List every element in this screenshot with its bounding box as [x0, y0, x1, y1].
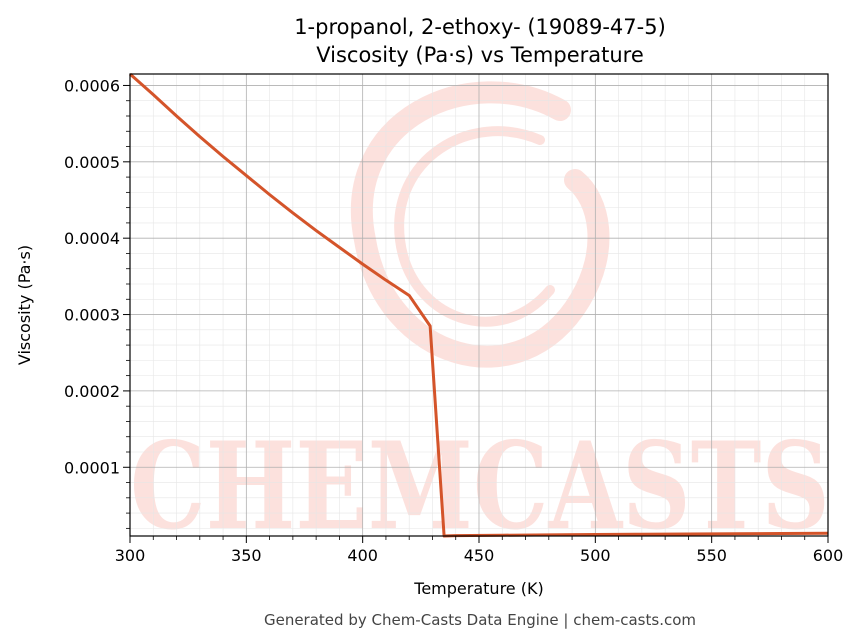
y-tick-label: 0.0006	[64, 76, 120, 95]
series-line-viscosity	[129, 72, 829, 538]
footer-credit: Generated by Chem-Casts Data Engine | ch…	[264, 611, 696, 629]
x-axis-label: Temperature (K)	[413, 579, 543, 598]
y-axis-label: Viscosity (Pa·s)	[15, 245, 34, 365]
x-tick-label: 500	[580, 546, 611, 565]
x-tick-label: 350	[231, 546, 262, 565]
x-tick-label: 300	[115, 546, 146, 565]
x-tick-label: 400	[347, 546, 378, 565]
chart-title: 1-propanol, 2-ethoxy- (19089-47-5)	[294, 15, 666, 39]
y-tick-label: 0.0002	[64, 382, 120, 401]
x-tick-label: 550	[696, 546, 727, 565]
y-tick-label: 0.0001	[64, 458, 120, 477]
x-tick-label: 450	[464, 546, 495, 565]
y-tick-label: 0.0005	[64, 153, 120, 172]
watermark-swirl-inner	[394, 126, 555, 327]
chart-subtitle: Viscosity (Pa·s) vs Temperature	[316, 43, 644, 67]
y-tick-label: 0.0004	[64, 229, 120, 248]
y-axis: 0.0001 0.0002 0.0003 0.0004 0.0005 0.0006	[64, 76, 130, 529]
x-tick-label: 600	[813, 546, 844, 565]
x-axis: 300 350 400 450 500 550 600	[115, 536, 844, 565]
y-tick-label: 0.0003	[64, 306, 120, 325]
